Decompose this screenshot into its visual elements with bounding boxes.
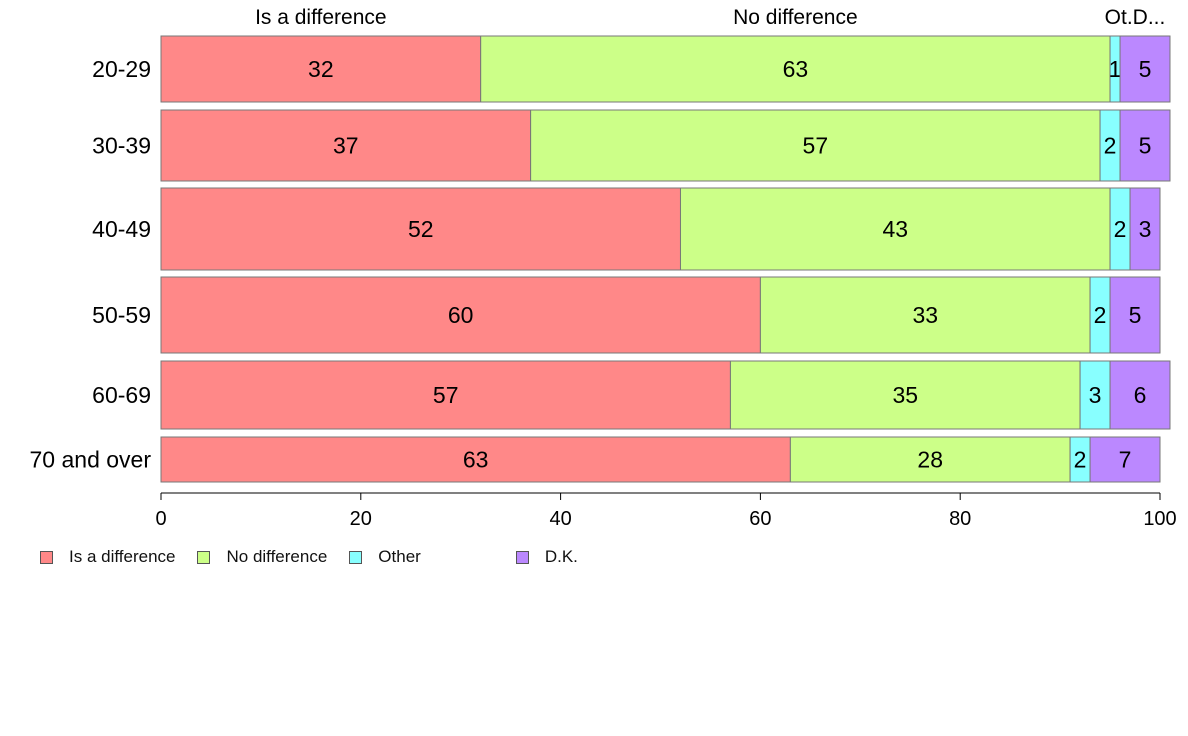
category-label: 50-59: [92, 302, 151, 328]
data-label: 3: [1089, 382, 1102, 408]
data-label: 5: [1129, 302, 1142, 328]
bar-segment-1-row-1: [160, 35, 482, 103]
data-label: 52: [408, 216, 434, 242]
legend-label-dk: D.K.: [544, 547, 578, 566]
bar-segment-1-row-3: [160, 187, 681, 271]
legend-swatch-other: [349, 550, 363, 564]
legend-label-is-a-difference: Is a difference: [69, 547, 176, 566]
legend-swatch-no-difference: [197, 550, 211, 564]
legend-item-dk: D.K.: [515, 547, 578, 567]
category-label: 30-39: [92, 133, 151, 159]
top-column-label: Is a difference: [255, 6, 387, 29]
legend: Is a difference No difference Other D.K.: [40, 547, 600, 567]
top-column-label: Ot.D...: [1105, 6, 1166, 29]
bar-segment-2-row-4: [759, 276, 1091, 354]
data-label: 37: [333, 133, 359, 159]
bar-segment-4-row-1: [1119, 35, 1171, 103]
bar-segment-4-row-3: [1129, 187, 1161, 271]
x-tick-label: 40: [549, 508, 571, 530]
bar-segment-2-row-3: [679, 187, 1111, 271]
legend-item-other: Other: [349, 547, 421, 567]
legend-swatch-dk: [515, 550, 529, 564]
data-label: 57: [433, 382, 459, 408]
category-label: 60-69: [92, 382, 151, 408]
data-label: 60: [448, 302, 474, 328]
data-label: 28: [917, 447, 943, 473]
x-tick-label: 20: [350, 508, 372, 530]
category-label: 40-49: [92, 216, 151, 242]
legend-swatch-is-a-difference: [40, 550, 53, 564]
data-label: 2: [1074, 447, 1087, 473]
data-label: 2: [1094, 302, 1107, 328]
bar-segment-2-row-2: [530, 109, 1101, 182]
data-label: 1: [1109, 56, 1122, 82]
data-label: 33: [912, 302, 938, 328]
bar-segment-1-row-4: [160, 276, 761, 354]
category-label: 70 and over: [30, 447, 152, 473]
data-label: 2: [1114, 216, 1127, 242]
data-label: 2: [1104, 133, 1117, 159]
x-tick-label: 100: [1143, 508, 1176, 530]
bar-segment-2-row-5: [729, 360, 1081, 430]
x-tick-label: 60: [749, 508, 771, 530]
data-label: 5: [1139, 56, 1152, 82]
bar-segment-3-row-5: [1079, 360, 1111, 430]
category-label: 20-29: [92, 56, 151, 82]
bar-segment-1-row-2: [160, 109, 532, 182]
legend-item-no-difference: No difference: [197, 547, 327, 567]
bar-segment-4-row-2: [1119, 109, 1171, 182]
legend-label-other: Other: [378, 547, 421, 566]
bar-segment-4-row-6: [1089, 436, 1161, 483]
bar-segment-2-row-6: [789, 436, 1071, 483]
bar-segment-4-row-4: [1109, 276, 1161, 354]
bar-segment-1-row-5: [160, 360, 731, 430]
data-label: 63: [463, 447, 489, 473]
x-tick-label: 0: [155, 508, 166, 530]
bar-segment-4-row-5: [1109, 360, 1171, 430]
top-column-label: No difference: [733, 6, 858, 29]
data-label: 6: [1134, 382, 1147, 408]
data-label: 32: [308, 56, 334, 82]
data-label: 43: [882, 216, 908, 242]
legend-item-is-a-difference: Is a difference: [40, 547, 175, 567]
data-label: 63: [783, 56, 809, 82]
data-label: 35: [892, 382, 918, 408]
x-tick-label: 80: [949, 508, 971, 530]
data-label: 3: [1139, 216, 1152, 242]
legend-label-no-difference: No difference: [226, 547, 328, 566]
data-label: 5: [1139, 133, 1152, 159]
bar-segment-2-row-1: [480, 35, 1111, 103]
data-label: 57: [803, 133, 829, 159]
data-label: 7: [1119, 447, 1132, 473]
